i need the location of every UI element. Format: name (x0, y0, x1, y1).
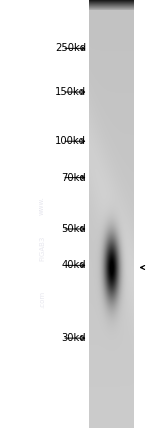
Text: 150kd: 150kd (55, 87, 86, 97)
Text: FIGAB3: FIGAB3 (39, 235, 45, 261)
Text: 30kd: 30kd (62, 333, 86, 343)
Text: 50kd: 50kd (61, 224, 86, 234)
Text: 40kd: 40kd (62, 260, 86, 270)
Text: 70kd: 70kd (61, 172, 86, 183)
Text: 250kd: 250kd (55, 43, 86, 54)
Text: www.: www. (39, 196, 45, 215)
Text: 100kd: 100kd (55, 136, 86, 146)
Text: .com: .com (39, 291, 45, 308)
